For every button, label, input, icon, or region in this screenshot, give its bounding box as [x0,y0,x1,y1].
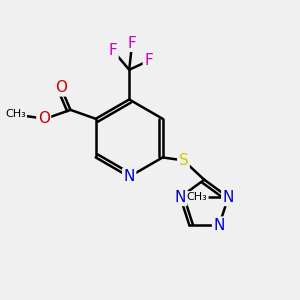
Text: F: F [128,35,136,50]
Text: N: N [124,169,135,184]
Text: F: F [109,43,117,58]
Text: F: F [144,53,153,68]
Text: O: O [38,111,50,126]
Text: CH₃: CH₃ [5,109,26,119]
Text: N: N [223,190,234,205]
Text: S: S [178,153,188,168]
Text: N: N [213,218,225,233]
Text: N: N [175,190,186,205]
Text: CH₃: CH₃ [187,192,208,202]
Text: O: O [56,80,68,95]
